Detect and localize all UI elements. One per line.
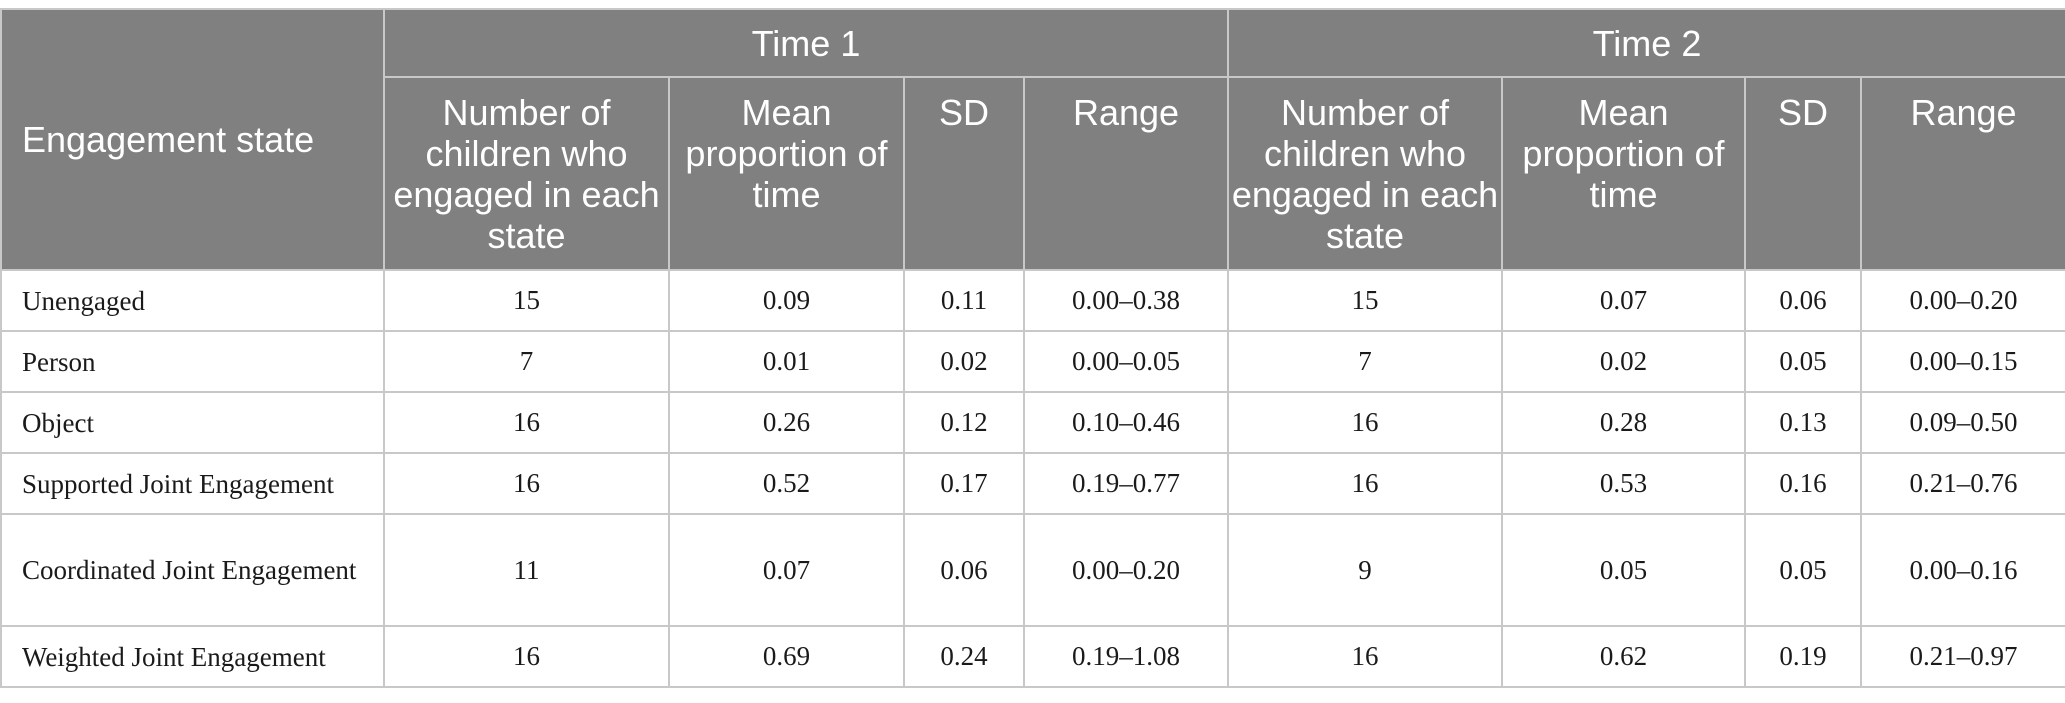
table-cell: 9 — [1227, 513, 1503, 627]
table-cell: 0.05 — [1744, 330, 1862, 393]
table-row: Object 16 0.26 0.12 0.10–0.46 16 0.28 0.… — [0, 391, 2065, 454]
table-cell: 0.05 — [1501, 513, 1746, 627]
table-cell: 0.24 — [903, 625, 1025, 688]
table-cell: 16 — [1227, 625, 1503, 688]
table-cell: 0.28 — [1501, 391, 1746, 454]
table-cell: 0.00–0.20 — [1023, 513, 1229, 627]
table-header: Engagement state Time 1 Time 2 Number of… — [0, 8, 2065, 271]
table-cell: 0.07 — [1501, 269, 1746, 332]
table-cell: 0.53 — [1501, 452, 1746, 515]
table-cell: 0.17 — [903, 452, 1025, 515]
table-cell: 0.21–0.76 — [1860, 452, 2065, 515]
table-cell: 0.06 — [1744, 269, 1862, 332]
row-label: Supported Joint Engagement — [0, 452, 385, 515]
col-header-sd-time-2: SD — [1744, 76, 1862, 271]
table-cell: 15 — [383, 269, 670, 332]
table-body: Unengaged 15 0.09 0.11 0.00–0.38 15 0.07… — [0, 269, 2065, 688]
table-cell: 0.19–1.08 — [1023, 625, 1229, 688]
table-cell: 0.10–0.46 — [1023, 391, 1229, 454]
group-header-time-2: Time 2 — [1227, 8, 2065, 78]
table-cell: 7 — [1227, 330, 1503, 393]
row-label: Person — [0, 330, 385, 393]
table-row: Person 7 0.01 0.02 0.00–0.05 7 0.02 0.05… — [0, 330, 2065, 393]
table-cell: 0.00–0.20 — [1860, 269, 2065, 332]
col-header-mean-proportion-time-2: Mean proportion of time — [1501, 76, 1746, 271]
table-row: Unengaged 15 0.09 0.11 0.00–0.38 15 0.07… — [0, 269, 2065, 332]
table-cell: 0.12 — [903, 391, 1025, 454]
table-cell: 0.02 — [903, 330, 1025, 393]
table-cell: 0.11 — [903, 269, 1025, 332]
row-label: Weighted Joint Engagement — [0, 625, 385, 688]
table-cell: 0.06 — [903, 513, 1025, 627]
table-cell: 0.13 — [1744, 391, 1862, 454]
table-cell: 16 — [383, 391, 670, 454]
table-cell: 0.52 — [668, 452, 905, 515]
col-header-number-of-children-time-1: Number of children who engaged in each s… — [383, 76, 670, 271]
table-cell: 16 — [1227, 452, 1503, 515]
table-cell: 0.19 — [1744, 625, 1862, 688]
table-cell: 0.09 — [668, 269, 905, 332]
table-cell: 16 — [1227, 391, 1503, 454]
table-cell: 0.16 — [1744, 452, 1862, 515]
table-cell: 0.01 — [668, 330, 905, 393]
table-cell: 16 — [383, 625, 670, 688]
row-header-engagement-state: Engagement state — [0, 8, 385, 271]
header-group-row: Engagement state Time 1 Time 2 — [0, 8, 2065, 271]
table-cell: 0.07 — [668, 513, 905, 627]
table-cell: 0.21–0.97 — [1860, 625, 2065, 688]
col-header-number-of-children-time-2: Number of children who engaged in each s… — [1227, 76, 1503, 271]
engagement-table: Engagement state Time 1 Time 2 Number of… — [0, 8, 2065, 688]
header-column-row: Number of children who engaged in each s… — [1, 76, 2065, 271]
table-cell: 0.00–0.38 — [1023, 269, 1229, 332]
table-row: Weighted Joint Engagement 16 0.69 0.24 0… — [0, 625, 2065, 688]
table-cell: 7 — [383, 330, 670, 393]
group-header-time-1: Time 1 — [383, 8, 1229, 78]
table-cell: 0.69 — [668, 625, 905, 688]
row-label: Object — [0, 391, 385, 454]
table-cell: 0.26 — [668, 391, 905, 454]
table-cell: 11 — [383, 513, 670, 627]
table-cell: 0.02 — [1501, 330, 1746, 393]
col-header-sd-time-1: SD — [903, 76, 1025, 271]
table-cell: 0.05 — [1744, 513, 1862, 627]
table-cell: 0.00–0.05 — [1023, 330, 1229, 393]
row-label: Unengaged — [0, 269, 385, 332]
col-header-range-time-1: Range — [1023, 76, 1229, 271]
table-cell: 0.00–0.15 — [1860, 330, 2065, 393]
table-row: Coordinated Joint Engagement 11 0.07 0.0… — [0, 513, 2065, 627]
col-header-range-time-2: Range — [1860, 76, 2065, 271]
table-cell: 0.62 — [1501, 625, 1746, 688]
row-label: Coordinated Joint Engagement — [0, 513, 385, 627]
table-cell: 0.19–0.77 — [1023, 452, 1229, 515]
table-cell: 0.09–0.50 — [1860, 391, 2065, 454]
table-cell: 0.00–0.16 — [1860, 513, 2065, 627]
table-cell: 15 — [1227, 269, 1503, 332]
table-row: Supported Joint Engagement 16 0.52 0.17 … — [0, 452, 2065, 515]
col-header-mean-proportion-time-1: Mean proportion of time — [668, 76, 905, 271]
table-cell: 16 — [383, 452, 670, 515]
